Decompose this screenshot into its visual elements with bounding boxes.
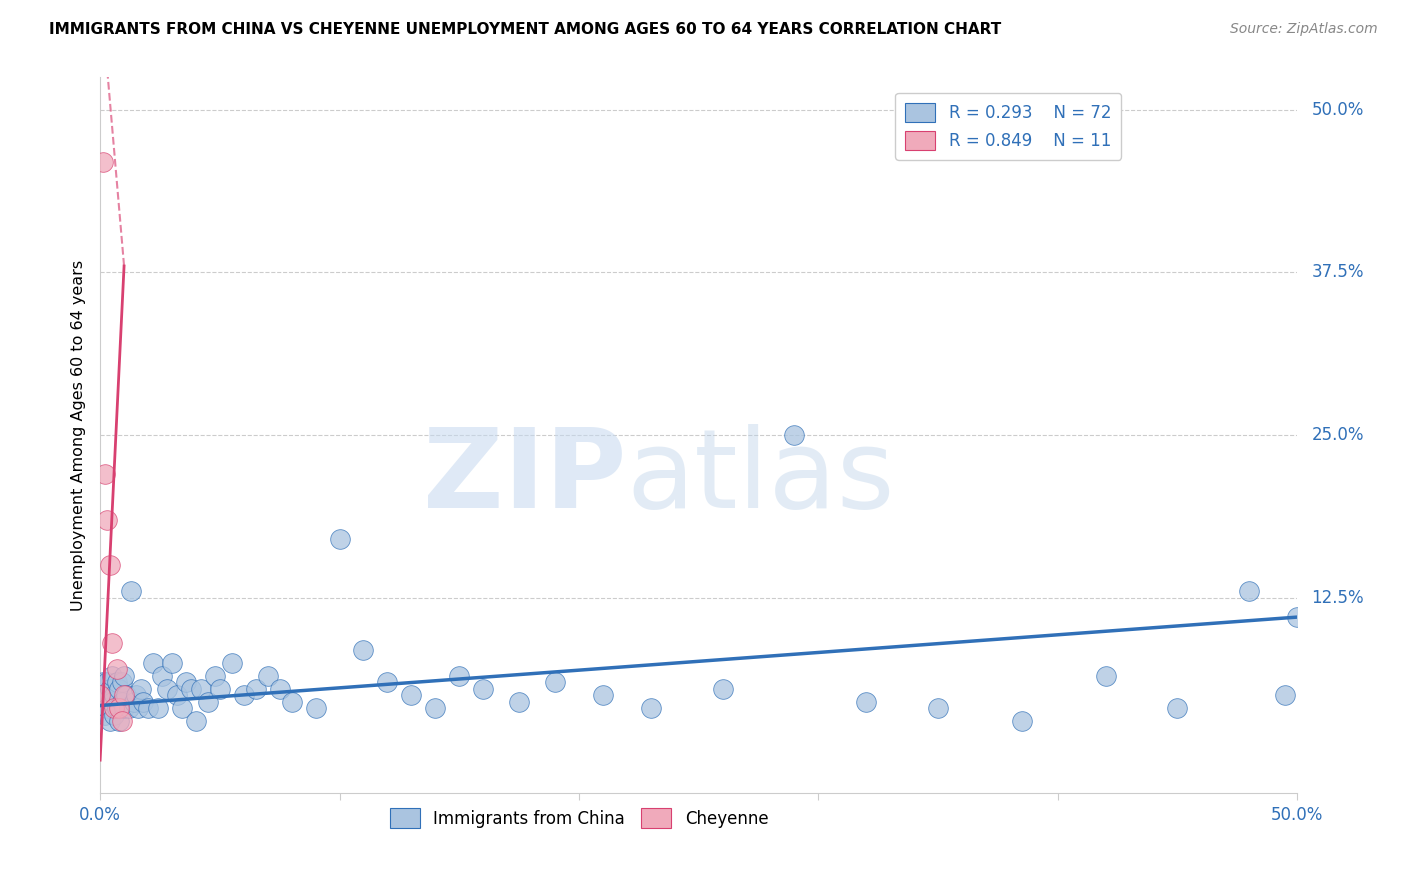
Point: [1274, 688, 1296, 702]
Point: [150, 668, 173, 682]
Text: ZIP: ZIP: [423, 425, 627, 532]
Point: [640, 701, 662, 715]
Text: IMMIGRANTS FROM CHINA VS CHEYENNE UNEMPLOYMENT AMONG AGES 60 TO 64 YEARS CORRELA: IMMIGRANTS FROM CHINA VS CHEYENNE UNEMPL…: [49, 22, 1001, 37]
Point: [160, 656, 183, 670]
Point: [112, 688, 135, 702]
Text: atlas: atlas: [627, 425, 896, 532]
Point: [101, 668, 124, 682]
Point: [1011, 714, 1033, 728]
Text: 12.5%: 12.5%: [1312, 589, 1364, 607]
Point: [91, 675, 114, 690]
Point: [98, 714, 121, 728]
Point: [112, 668, 135, 682]
Point: [508, 695, 530, 709]
Point: [472, 681, 495, 696]
Point: [711, 681, 734, 696]
Text: 0.0%: 0.0%: [79, 805, 121, 823]
Point: [101, 695, 124, 709]
Point: [120, 584, 142, 599]
Point: [184, 714, 207, 728]
Point: [118, 701, 141, 715]
Point: [190, 681, 212, 696]
Point: [1094, 668, 1116, 682]
Text: 25.0%: 25.0%: [1312, 426, 1364, 444]
Text: 50.0%: 50.0%: [1312, 101, 1364, 119]
Point: [98, 681, 121, 696]
Point: [269, 681, 291, 696]
Point: [142, 656, 165, 670]
Point: [101, 636, 124, 650]
Point: [96, 701, 118, 715]
Point: [127, 701, 149, 715]
Point: [89, 688, 111, 702]
Point: [94, 707, 117, 722]
Point: [91, 155, 114, 169]
Point: [115, 688, 138, 702]
Y-axis label: Unemployment Among Ages 60 to 64 years: Unemployment Among Ages 60 to 64 years: [72, 260, 86, 611]
Point: [197, 695, 219, 709]
Point: [208, 681, 231, 696]
Point: [328, 532, 350, 546]
Point: [103, 707, 125, 722]
Point: [156, 681, 179, 696]
Point: [401, 688, 423, 702]
Point: [544, 675, 567, 690]
Point: [170, 701, 193, 715]
Point: [94, 688, 117, 702]
Point: [105, 675, 128, 690]
Point: [377, 675, 399, 690]
Point: [105, 662, 128, 676]
Point: [111, 695, 134, 709]
Point: [132, 695, 155, 709]
Point: [91, 701, 114, 715]
Point: [204, 668, 226, 682]
Point: [94, 467, 117, 481]
Point: [1286, 610, 1309, 624]
Text: Source: ZipAtlas.com: Source: ZipAtlas.com: [1230, 22, 1378, 37]
Point: [108, 714, 131, 728]
Point: [108, 701, 131, 715]
Point: [855, 695, 877, 709]
Point: [232, 688, 254, 702]
Point: [129, 681, 152, 696]
Point: [112, 701, 135, 715]
Point: [103, 688, 125, 702]
Point: [96, 512, 118, 526]
Point: [280, 695, 302, 709]
Point: [449, 668, 471, 682]
Text: 50.0%: 50.0%: [1271, 805, 1323, 823]
Point: [176, 675, 198, 690]
Legend: Immigrants from China, Cheyenne: Immigrants from China, Cheyenne: [382, 802, 775, 834]
Point: [927, 701, 949, 715]
Point: [111, 714, 134, 728]
Point: [221, 656, 243, 670]
Point: [96, 675, 118, 690]
Point: [304, 701, 326, 715]
Point: [136, 701, 159, 715]
Point: [105, 701, 128, 715]
Point: [783, 428, 806, 442]
Text: 37.5%: 37.5%: [1312, 263, 1364, 282]
Point: [98, 558, 121, 573]
Point: [425, 701, 447, 715]
Point: [111, 675, 134, 690]
Point: [256, 668, 278, 682]
Point: [89, 688, 111, 702]
Point: [1239, 584, 1261, 599]
Point: [1166, 701, 1188, 715]
Point: [125, 688, 148, 702]
Point: [166, 688, 188, 702]
Point: [245, 681, 267, 696]
Point: [180, 681, 202, 696]
Point: [146, 701, 169, 715]
Point: [108, 681, 131, 696]
Point: [103, 701, 125, 715]
Point: [122, 695, 145, 709]
Point: [353, 642, 375, 657]
Point: [592, 688, 614, 702]
